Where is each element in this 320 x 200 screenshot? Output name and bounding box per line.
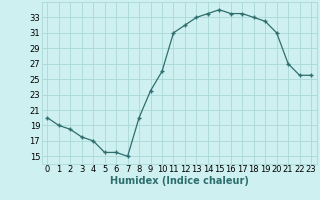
X-axis label: Humidex (Indice chaleur): Humidex (Indice chaleur) <box>110 176 249 186</box>
